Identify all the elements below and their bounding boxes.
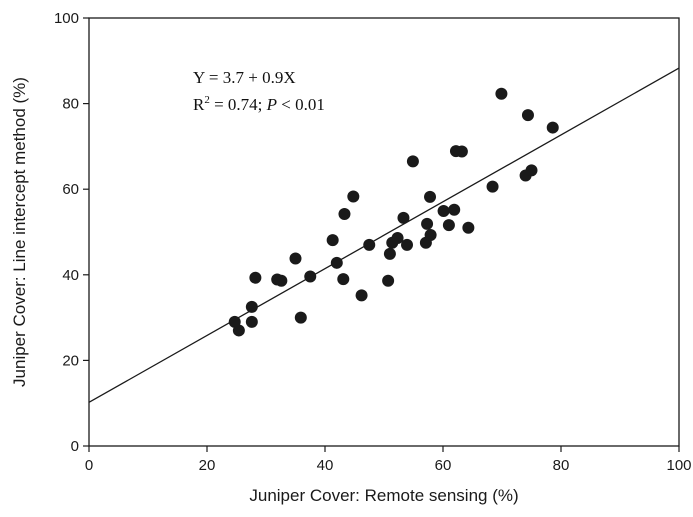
data-point [486, 180, 499, 193]
y-tick-label: 20 [62, 352, 79, 369]
data-point [330, 256, 343, 269]
data-point [338, 208, 351, 221]
data-point [382, 274, 395, 287]
regression-equation: Y = 3.7 + 0.9X [193, 68, 296, 87]
data-point [355, 289, 368, 302]
y-axis-title: Juniper Cover: Line intercept method (%) [10, 77, 29, 387]
y-tick-label: 40 [62, 267, 79, 284]
data-point [245, 300, 258, 313]
x-tick-label: 60 [435, 457, 452, 474]
data-point [442, 219, 455, 232]
data-point [495, 87, 508, 100]
x-tick-label: 40 [317, 457, 334, 474]
data-point [245, 315, 258, 328]
data-point [406, 155, 419, 168]
data-point [249, 271, 262, 284]
regression-line-group [88, 67, 680, 403]
data-point [363, 238, 376, 251]
regression-line [88, 67, 680, 403]
data-point [401, 238, 414, 251]
r2-value: = 0.74; [210, 95, 267, 114]
p-symbol: P [266, 95, 277, 114]
x-tick-label: 0 [85, 457, 93, 474]
r2-symbol: R [193, 95, 205, 114]
x-tick-label: 20 [199, 457, 216, 474]
r2-exponent: 2 [204, 94, 210, 106]
data-point [525, 164, 538, 177]
data-point [304, 270, 317, 283]
y-axis-ticks: 0 20 40 60 80 100 [54, 10, 89, 455]
data-point [521, 109, 534, 122]
x-axis-ticks: 0 20 40 60 80 100 [85, 446, 692, 474]
plot-border [88, 17, 680, 447]
data-point [424, 228, 437, 241]
data-point [397, 211, 410, 224]
x-tick-label: 80 [553, 457, 570, 474]
data-point [448, 203, 461, 216]
data-point [421, 217, 434, 230]
regression-stats: R2 = 0.74; P < 0.01 [193, 94, 325, 114]
x-axis-title: Juniper Cover: Remote sensing (%) [249, 486, 518, 505]
data-point [275, 274, 288, 287]
data-point [391, 231, 404, 244]
y-tick-label: 0 [71, 438, 79, 455]
data-point [347, 190, 360, 203]
y-tick-label: 80 [62, 96, 79, 113]
p-value: < 0.01 [277, 95, 325, 114]
x-tick-label: 100 [666, 457, 691, 474]
data-point [337, 273, 350, 286]
plot-frame [88, 17, 680, 447]
data-point [232, 324, 245, 337]
data-point [383, 247, 396, 260]
data-point [326, 234, 339, 247]
data-point [294, 311, 307, 324]
data-points [228, 87, 559, 337]
y-tick-label: 60 [62, 181, 79, 198]
data-point [289, 252, 302, 265]
data-point [455, 145, 468, 158]
data-point [424, 190, 437, 203]
data-point [462, 221, 475, 234]
data-point [437, 205, 450, 218]
y-tick-label: 100 [54, 10, 79, 27]
data-point [546, 121, 559, 134]
